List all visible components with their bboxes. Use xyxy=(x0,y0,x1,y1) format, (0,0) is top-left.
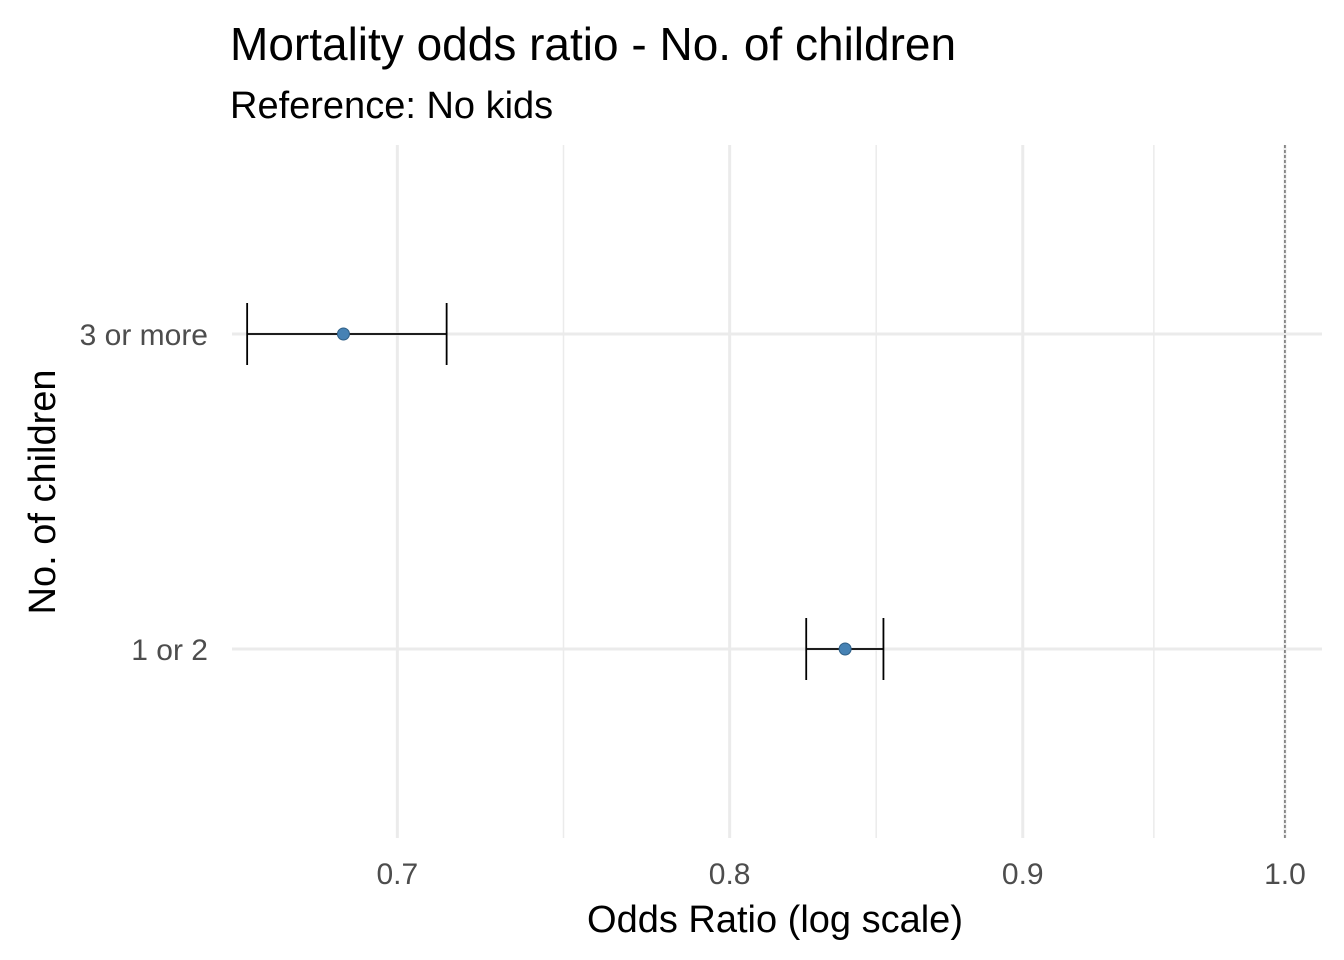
point-estimate xyxy=(838,642,852,656)
estimate-1 xyxy=(246,303,448,365)
estimate-0 xyxy=(805,618,885,680)
chart-title: Mortality odds ratio - No. of children xyxy=(230,18,956,70)
grid-lines xyxy=(232,145,1322,838)
chart-subtitle: Reference: No kids xyxy=(230,85,553,127)
data-marks xyxy=(246,303,885,680)
y-tick-labels: 1 or 2 3 or more xyxy=(80,319,208,667)
y-axis-title: No. of children xyxy=(22,369,64,614)
y-tick-label: 3 or more xyxy=(80,319,208,352)
x-tick-label: 0.7 xyxy=(376,858,418,891)
x-tick-label: 0.8 xyxy=(709,858,751,891)
x-tick-labels: 0.7 0.8 0.9 1.0 xyxy=(376,858,1305,891)
point-estimate xyxy=(336,327,350,341)
x-axis-title: Odds Ratio (log scale) xyxy=(587,899,963,941)
x-tick-label: 1.0 xyxy=(1264,858,1306,891)
x-tick-label: 0.9 xyxy=(1002,858,1044,891)
y-tick-label: 1 or 2 xyxy=(131,634,208,667)
